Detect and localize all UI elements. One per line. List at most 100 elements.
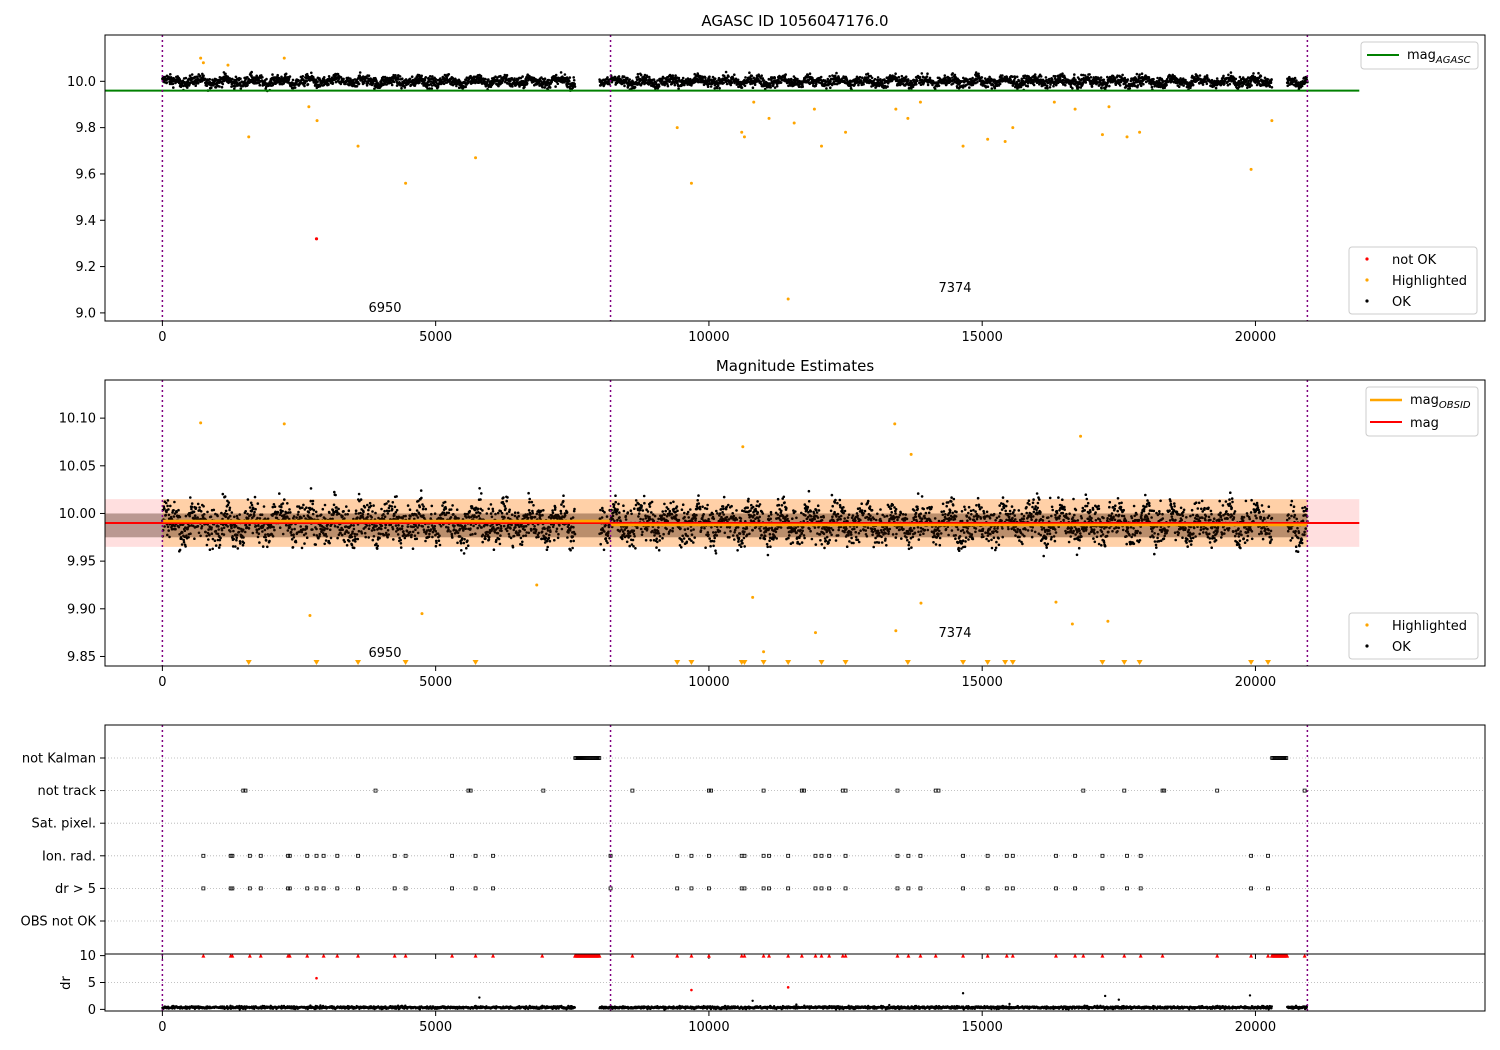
ok-point <box>173 500 176 504</box>
ok-point <box>301 75 305 78</box>
y-tick-label: 9.6 <box>75 167 96 182</box>
ok-point <box>775 84 779 88</box>
ok-point <box>904 75 908 78</box>
ok-point <box>164 501 168 505</box>
ok-point <box>1182 84 1185 87</box>
ok-point <box>862 83 865 86</box>
ok-point <box>442 82 446 86</box>
ok-point <box>232 537 235 541</box>
ok-point <box>278 82 282 86</box>
ok-point <box>268 539 271 543</box>
ok-point <box>244 510 247 513</box>
ok-point <box>218 543 222 547</box>
ok-point <box>971 76 974 80</box>
ok-point <box>724 70 728 74</box>
ok-point <box>214 86 218 89</box>
ok-point <box>418 81 421 84</box>
highlighted-point <box>282 56 286 60</box>
ok-point <box>1229 71 1233 74</box>
ok-point <box>513 77 516 80</box>
ok-point <box>376 544 380 548</box>
ok-point <box>387 500 390 503</box>
ok-point <box>674 74 677 77</box>
ok-point <box>1234 77 1238 81</box>
ok-point <box>289 511 292 514</box>
ok-point <box>208 78 211 81</box>
ok-point <box>223 495 227 498</box>
ok-point <box>385 509 389 513</box>
ok-point <box>425 85 429 88</box>
ok-point <box>303 542 306 545</box>
ok-point <box>1128 87 1132 90</box>
ok-point <box>242 541 246 545</box>
ok-point <box>436 85 440 88</box>
ok-point <box>369 504 373 508</box>
ok-point <box>182 538 185 542</box>
ok-point <box>375 547 379 550</box>
agasc-legend-upper: magAGASC <box>1360 41 1479 70</box>
highlighted-point <box>792 121 796 125</box>
agasc-legend-lower: not OK Highlighted OK <box>1348 246 1478 315</box>
ok-point <box>858 75 862 79</box>
ok-point <box>390 507 394 511</box>
ok-point <box>391 501 395 504</box>
ok-point <box>1269 81 1273 84</box>
ok-point <box>713 77 717 80</box>
ok-point <box>297 510 300 514</box>
ok-point <box>789 77 793 81</box>
ok-point <box>966 78 969 81</box>
ok-point <box>420 74 424 78</box>
ok-point <box>265 77 268 81</box>
highlighted-point <box>226 63 230 67</box>
ok-point <box>805 76 809 79</box>
ok-point <box>769 83 772 87</box>
ok-point <box>663 83 666 87</box>
ok-point <box>1108 84 1111 88</box>
ok-point <box>1246 86 1249 90</box>
ok-point <box>309 487 313 490</box>
ok-point <box>390 83 394 87</box>
ok-point <box>572 79 576 82</box>
ok-point <box>169 73 172 76</box>
ok-point <box>628 78 631 81</box>
ok-point <box>479 74 483 78</box>
ok-point <box>172 509 175 512</box>
ok-point <box>189 496 192 499</box>
ok-point <box>398 75 402 78</box>
ok-point <box>354 509 358 512</box>
ok-point <box>305 506 308 510</box>
ok-point <box>760 74 763 77</box>
highlighted-point <box>844 130 848 134</box>
ok-point <box>753 83 757 86</box>
not-ok-point <box>314 237 319 241</box>
ok-point <box>1015 75 1019 79</box>
ok-point <box>337 507 340 511</box>
ok-point <box>1295 79 1298 82</box>
ok-point <box>613 75 617 79</box>
ok-point <box>362 510 365 514</box>
ok-point <box>1263 76 1267 80</box>
ok-point <box>1177 85 1181 89</box>
ok-point <box>573 82 576 86</box>
ok-point <box>212 508 216 512</box>
ok-point <box>633 85 637 89</box>
ok-point <box>1099 76 1103 79</box>
ok-point <box>190 505 194 509</box>
ok-point <box>199 510 203 513</box>
ok-point <box>354 540 357 543</box>
ok-point <box>234 75 238 79</box>
ok-point <box>228 508 231 512</box>
highlighted-point <box>1073 107 1077 111</box>
ok-point <box>503 73 507 77</box>
ok-point <box>314 510 318 514</box>
ok-point <box>311 499 315 503</box>
highlighted-point <box>1270 119 1274 123</box>
ok-point <box>250 70 253 74</box>
ok-point <box>1064 83 1067 87</box>
ok-point <box>291 78 295 82</box>
ok-point <box>249 501 253 505</box>
ok-point <box>541 77 545 81</box>
ok-point <box>169 504 172 508</box>
ok-point <box>272 503 276 506</box>
